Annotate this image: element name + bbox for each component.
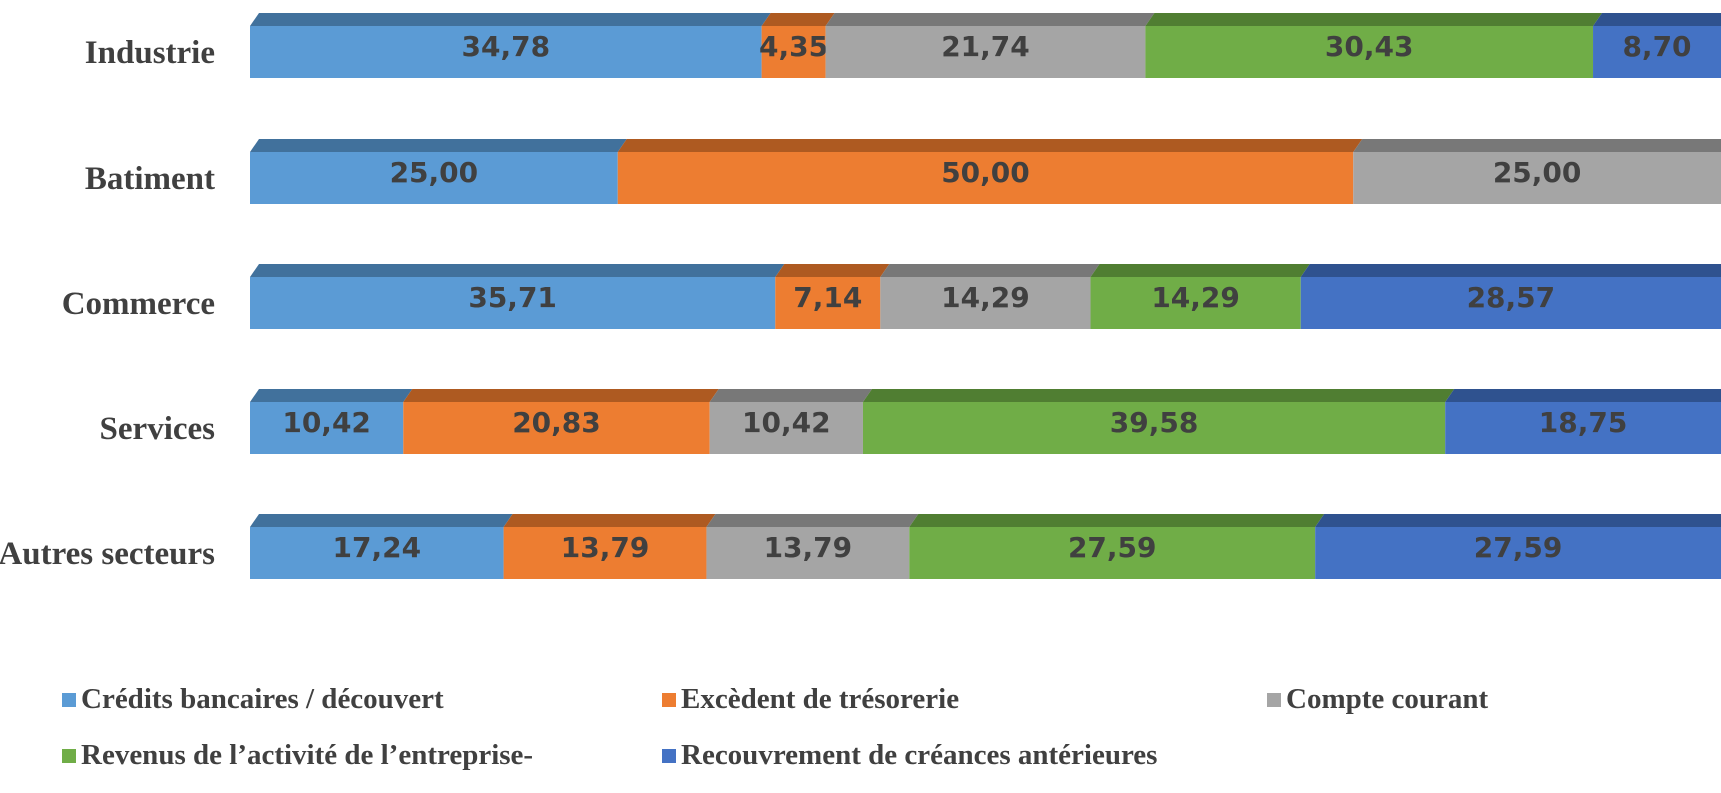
bar-top-autres-secteurs-s3 xyxy=(909,514,1325,527)
legend-swatch-excedent xyxy=(662,692,676,707)
bar-autres-secteurs-s1 xyxy=(503,527,707,579)
value-label-industrie-s0: 34,78 xyxy=(462,30,551,63)
value-label-commerce-s0: 35,71 xyxy=(468,281,557,314)
bar-batiment-s0 xyxy=(250,152,618,204)
value-label-autres-secteurs-s1: 13,79 xyxy=(561,531,650,564)
bar-top-services-s0 xyxy=(250,389,413,402)
bar-autres-secteurs-s2 xyxy=(706,527,910,579)
bar-services-s1 xyxy=(403,402,710,454)
bar-top-services-s2 xyxy=(709,389,872,402)
bar-commerce-s4 xyxy=(1300,277,1721,329)
bar-industrie-s0 xyxy=(250,26,762,78)
bar-commerce-s3 xyxy=(1090,277,1301,329)
value-label-batiment-s1: 50,00 xyxy=(941,156,1030,189)
bar-top-services-s3 xyxy=(862,389,1455,402)
value-label-industrie-s4: 8,70 xyxy=(1622,30,1691,63)
bar-top-autres-secteurs-s0 xyxy=(250,514,513,527)
bar-industrie-s3 xyxy=(1145,26,1594,78)
value-label-commerce-s1: 7,14 xyxy=(793,281,862,314)
bar-commerce-s1 xyxy=(775,277,881,329)
bar-services-s3 xyxy=(862,402,1446,454)
bar-top-autres-secteurs-s4 xyxy=(1315,514,1721,527)
value-label-industrie-s3: 30,43 xyxy=(1325,30,1414,63)
category-label-industrie: Industrie xyxy=(85,35,215,71)
value-label-autres-secteurs-s0: 17,24 xyxy=(333,531,422,564)
bar-top-commerce-s4 xyxy=(1300,264,1721,277)
value-label-autres-secteurs-s2: 13,79 xyxy=(764,531,853,564)
value-label-batiment-s2: 25,00 xyxy=(1493,156,1582,189)
legend-swatch-credits xyxy=(62,692,76,707)
bar-commerce-s2 xyxy=(880,277,1091,329)
bar-top-batiment-s1 xyxy=(617,139,1363,152)
bar-top-commerce-s1 xyxy=(775,264,890,277)
value-label-batiment-s0: 25,00 xyxy=(390,156,479,189)
bar-services-s0 xyxy=(250,402,404,454)
bar-industrie-s2 xyxy=(825,26,1146,78)
value-label-services-s1: 20,83 xyxy=(512,406,601,439)
bar-top-batiment-s0 xyxy=(250,139,627,152)
bar-top-autres-secteurs-s2 xyxy=(706,514,919,527)
category-label-autres-secteurs: Autres secteurs xyxy=(0,536,215,572)
bar-services-s4 xyxy=(1445,402,1721,454)
value-label-autres-secteurs-s3: 27,59 xyxy=(1068,531,1157,564)
bar-top-commerce-s3 xyxy=(1090,264,1310,277)
legend-label-compte-courant: Compte courant xyxy=(1286,683,1489,715)
legend-item-credits: Crédits bancaires / découvert xyxy=(62,683,444,716)
legend: Crédits bancaires / découvert Excèdent d… xyxy=(62,683,1712,793)
bar-top-services-s4 xyxy=(1445,389,1721,402)
legend-swatch-compte-courant xyxy=(1267,692,1281,707)
value-label-commerce-s4: 28,57 xyxy=(1467,281,1556,314)
value-label-services-s2: 10,42 xyxy=(742,406,831,439)
legend-item-revenus: Revenus de l’activité de l’entreprise- xyxy=(62,739,533,772)
bar-top-industrie-s3 xyxy=(1145,13,1603,26)
value-label-commerce-s2: 14,29 xyxy=(941,281,1030,314)
bar-top-batiment-s2 xyxy=(1353,139,1721,152)
category-label-batiment: Batiment xyxy=(85,161,215,197)
bar-top-services-s1 xyxy=(403,389,719,402)
bar-autres-secteurs-s4 xyxy=(1315,527,1721,579)
bar-top-industrie-s4 xyxy=(1593,13,1721,26)
value-label-services-s3: 39,58 xyxy=(1110,406,1199,439)
legend-label-excedent: Excèdent de trésorerie xyxy=(681,683,960,715)
bar-top-industrie-s0 xyxy=(250,13,771,26)
category-label-services: Services xyxy=(100,411,216,447)
bar-top-industrie-s1 xyxy=(761,13,835,26)
value-label-autres-secteurs-s4: 27,59 xyxy=(1474,531,1563,564)
value-label-commerce-s3: 14,29 xyxy=(1151,281,1240,314)
bar-batiment-s2 xyxy=(1353,152,1721,204)
legend-swatch-revenus xyxy=(62,748,76,763)
bar-services-s2 xyxy=(709,402,863,454)
value-label-services-s4: 18,75 xyxy=(1539,406,1628,439)
legend-item-excedent: Excèdent de trésorerie xyxy=(662,683,959,716)
legend-label-recouvrement: Recouvrement de créances antérieures xyxy=(681,739,1158,771)
category-label-commerce: Commerce xyxy=(62,286,215,322)
bar-top-autres-secteurs-s1 xyxy=(503,514,716,527)
bar-top-industrie-s2 xyxy=(825,13,1155,26)
legend-label-revenus: Revenus de l’activité de l’entreprise- xyxy=(81,739,534,771)
bar-industrie-s4 xyxy=(1593,26,1721,78)
bar-batiment-s1 xyxy=(617,152,1354,204)
bar-top-commerce-s2 xyxy=(880,264,1100,277)
bar-commerce-s0 xyxy=(250,277,776,329)
bar-autres-secteurs-s0 xyxy=(250,527,504,579)
value-label-industrie-s2: 21,74 xyxy=(941,30,1030,63)
stacked-bar-chart: Industrie 34,78 4,35 21,74 30,43 8,70 Batiment… xyxy=(0,13,1721,579)
bar-industrie-s1 xyxy=(761,26,826,78)
bar-autres-secteurs-s3 xyxy=(909,527,1316,579)
value-label-services-s0: 10,42 xyxy=(282,406,371,439)
bar-top-commerce-s0 xyxy=(250,264,785,277)
value-label-industrie-s1: 4,35 xyxy=(759,30,828,63)
legend-item-recouvrement: Recouvrement de créances antérieures xyxy=(662,739,1157,772)
legend-swatch-recouvrement xyxy=(662,748,676,763)
legend-label-credits: Crédits bancaires / découvert xyxy=(81,683,444,715)
legend-item-compte-courant: Compte courant xyxy=(1267,683,1488,716)
